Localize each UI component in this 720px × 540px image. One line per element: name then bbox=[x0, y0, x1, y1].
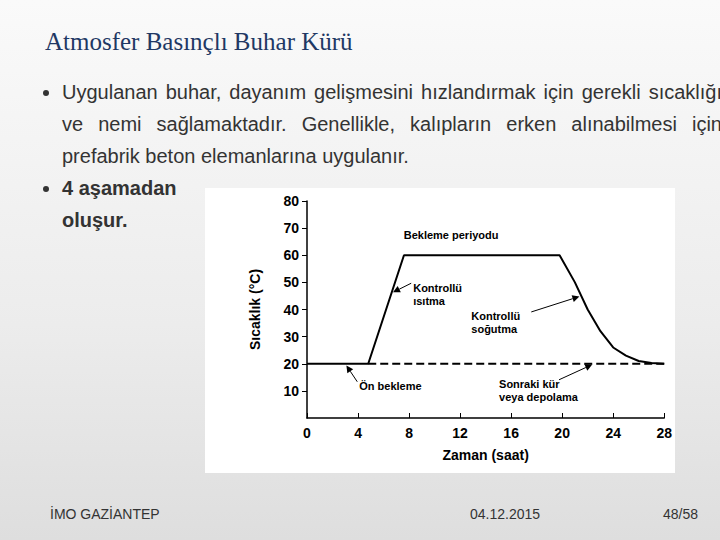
svg-text:4: 4 bbox=[354, 425, 362, 441]
svg-text:8: 8 bbox=[405, 425, 413, 441]
svg-text:Ön bekleme: Ön bekleme bbox=[359, 380, 421, 392]
svg-text:Sıcaklık (°C): Sıcaklık (°C) bbox=[247, 269, 263, 350]
svg-text:0: 0 bbox=[303, 425, 311, 441]
svg-text:Zaman (saat): Zaman (saat) bbox=[442, 447, 528, 463]
svg-text:80: 80 bbox=[283, 193, 299, 209]
svg-text:Kontrollü: Kontrollü bbox=[413, 282, 462, 294]
svg-text:20: 20 bbox=[283, 356, 299, 372]
svg-text:ısıtma: ısıtma bbox=[413, 295, 446, 307]
html-text:04.12.2015: 04.12.2015 bbox=[470, 506, 541, 522]
svg-text:10: 10 bbox=[283, 383, 299, 399]
svg-text:veya depolama: veya depolama bbox=[499, 391, 579, 403]
svg-text:12: 12 bbox=[452, 425, 468, 441]
svg-text:30: 30 bbox=[283, 329, 299, 345]
svg-text:Kontrollü: Kontrollü bbox=[471, 310, 520, 322]
svg-text:50: 50 bbox=[283, 274, 299, 290]
svg-text:soğutma: soğutma bbox=[471, 323, 518, 335]
html-text:4 aşamadan oluşur.: 4 aşamadan oluşur. bbox=[62, 177, 177, 231]
html-text:İMO GAZİANTEP: İMO GAZİANTEP bbox=[50, 506, 160, 522]
svg-text:70: 70 bbox=[283, 220, 299, 236]
svg-text:40: 40 bbox=[283, 302, 299, 318]
svg-text:Sonraki kür: Sonraki kür bbox=[499, 378, 560, 390]
html-text:48/58: 48/58 bbox=[663, 506, 698, 522]
svg-text:Bekleme periyodu: Bekleme periyodu bbox=[404, 229, 499, 241]
svg-text:20: 20 bbox=[554, 425, 570, 441]
svg-text:16: 16 bbox=[503, 425, 519, 441]
svg-text:24: 24 bbox=[605, 425, 621, 441]
svg-text:60: 60 bbox=[283, 247, 299, 263]
html-text:Atmosfer Basınçlı Buhar Kürü: Atmosfer Basınçlı Buhar Kürü bbox=[45, 28, 353, 55]
svg-text:28: 28 bbox=[656, 425, 672, 441]
